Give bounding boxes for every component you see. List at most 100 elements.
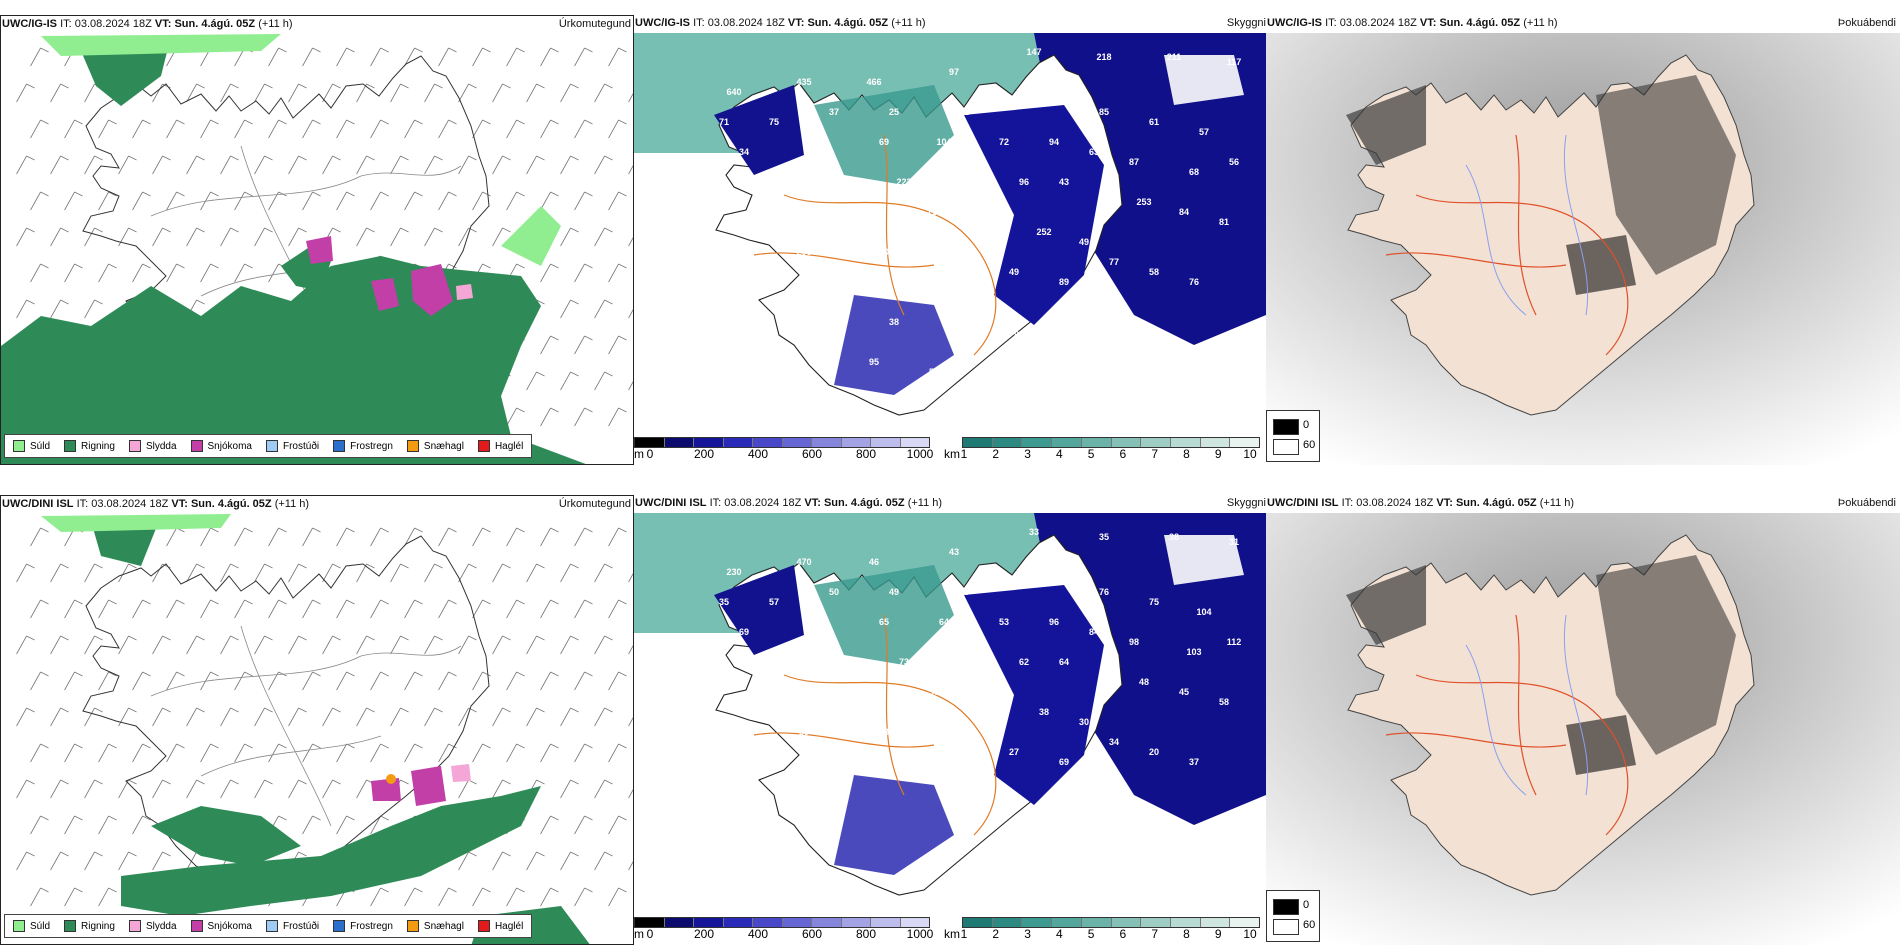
snow-pellets-area <box>386 774 396 784</box>
wind-barb <box>50 155 69 175</box>
legend-label: Snæhagl <box>423 920 464 932</box>
legend-label: Snjókoma <box>207 920 252 932</box>
wind-barb <box>302 671 321 691</box>
colorbar-step <box>963 438 993 447</box>
wind-barb <box>492 155 511 175</box>
colorbar-step <box>1111 918 1142 927</box>
wind-barb <box>220 563 239 583</box>
colorbar-tick: 10 <box>1243 927 1257 941</box>
cloud-base-value: 64 <box>1059 657 1069 667</box>
wind-barb <box>628 645 633 655</box>
wind-barb <box>234 671 253 691</box>
road-network <box>1385 134 1629 356</box>
cloud-base-value: 75 <box>809 627 819 637</box>
wind-barb <box>540 263 559 283</box>
wind-barb <box>98 887 117 907</box>
wind-barb <box>132 263 151 283</box>
wind-barb <box>506 527 525 547</box>
wind-barb <box>288 83 307 103</box>
legend-item: Súld <box>13 440 50 452</box>
wind-barb <box>30 119 49 139</box>
wind-barb <box>336 47 355 67</box>
wind-barb <box>322 635 341 655</box>
precip-type-map <box>16 514 633 944</box>
cloud-base-value: 84 <box>1179 207 1189 217</box>
wind-barb <box>186 155 205 175</box>
colorbar-step <box>1230 438 1260 447</box>
wind-barb <box>404 191 423 211</box>
wind-barb <box>50 779 69 799</box>
legend-item: Haglél <box>477 920 523 932</box>
wind-barb <box>356 155 375 175</box>
fog-legend-low-label: 0 <box>1303 419 1310 431</box>
wind-barb <box>472 599 491 619</box>
colorbar-tick: 0 <box>646 927 654 941</box>
colorbar-step <box>812 438 842 447</box>
colorbar-step <box>723 438 753 447</box>
wind-barb <box>608 407 627 427</box>
colorbar-tick: 1 <box>960 447 968 461</box>
legend-label: Haglél <box>494 440 524 452</box>
wind-barb <box>472 527 491 547</box>
cloud-base-value: 63 <box>1089 147 1099 157</box>
wind-barb <box>608 263 627 283</box>
legend-swatch <box>477 440 490 452</box>
wind-barb <box>574 47 593 67</box>
wind-barb <box>64 743 83 763</box>
wind-barb <box>628 93 633 103</box>
legend-swatch <box>13 440 25 452</box>
road-network <box>753 134 997 356</box>
wind-barb <box>84 779 103 799</box>
wind-barb <box>370 671 389 691</box>
cloud-base-value: 87 <box>1129 157 1139 167</box>
legend-swatch <box>265 440 278 452</box>
wind-barb <box>166 119 185 139</box>
cloud-base-value: 38 <box>1039 707 1049 717</box>
low-cloud-area <box>834 775 954 875</box>
panel-name: Úrkomutegund <box>558 18 631 30</box>
wind-barb <box>234 263 253 283</box>
legend-swatch <box>128 920 141 932</box>
cloud-base-value: 43 <box>879 727 889 737</box>
cloud-base-labels: 230 470 46 43 33 35 38 31 35 57 50 49 68 64 63 76 75 104 6… <box>719 527 1241 797</box>
wind-barb <box>574 335 593 355</box>
wind-barb <box>16 155 35 175</box>
legend-item: Snjókoma <box>190 440 252 452</box>
colorbar-tick: 6 <box>1119 927 1127 941</box>
colorbar-step <box>1052 438 1082 447</box>
wind-barb <box>84 227 103 247</box>
road-network <box>1385 614 1629 836</box>
wind-barb <box>50 635 69 655</box>
wind-barb <box>404 47 423 67</box>
wind-barb <box>220 227 239 247</box>
wind-barb <box>336 671 355 691</box>
colorbar-tick: 400 <box>747 447 769 461</box>
wind-barb <box>574 599 593 619</box>
cloud-base-value: 470 <box>796 557 811 567</box>
wind-barb <box>16 707 35 727</box>
wind-barb <box>438 671 457 691</box>
wind-barb <box>492 563 511 583</box>
wind-barb <box>594 635 613 655</box>
wind-barb <box>628 165 633 175</box>
wind-barb <box>302 743 321 763</box>
wind-barb <box>64 815 83 835</box>
wind-barb <box>560 635 579 655</box>
colorbar-step <box>841 918 871 927</box>
wind-barb <box>472 671 491 691</box>
cloud-base-value: 34 <box>1109 737 1119 747</box>
legend-swatch <box>265 920 278 932</box>
wind-barb <box>186 779 205 799</box>
wind-barb <box>506 191 525 211</box>
cloud-base-value: 224 <box>1016 97 1031 107</box>
cloud-base-value: 66 <box>989 217 999 227</box>
wind-barb <box>98 743 117 763</box>
wind-barb <box>404 743 423 763</box>
wind-barb <box>560 707 579 727</box>
cloud-base-value: 46 <box>869 557 879 567</box>
wind-barb <box>30 191 49 211</box>
wind-barb <box>390 155 409 175</box>
colorbar-step <box>753 918 783 927</box>
wind-barb <box>438 743 457 763</box>
wind-barb <box>424 635 443 655</box>
